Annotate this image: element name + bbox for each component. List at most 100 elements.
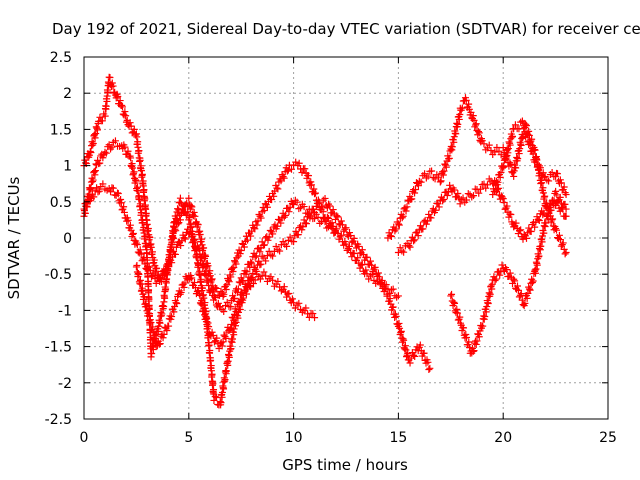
data-point xyxy=(511,277,519,285)
data-point xyxy=(510,223,518,231)
data-point xyxy=(230,316,238,324)
data-point xyxy=(417,178,425,186)
data-point xyxy=(355,242,363,250)
data-point xyxy=(407,196,415,204)
data-point xyxy=(243,268,251,276)
data-point xyxy=(397,327,405,335)
data-point xyxy=(302,220,310,228)
data-point xyxy=(562,212,570,220)
data-point xyxy=(342,224,350,232)
data-point xyxy=(260,207,268,215)
data-point xyxy=(285,208,293,216)
data-point xyxy=(137,167,145,175)
y-tick-label: -2.5 xyxy=(45,412,72,428)
data-point xyxy=(426,364,434,372)
data-point xyxy=(472,121,480,129)
data-point xyxy=(283,167,291,175)
data-point xyxy=(321,194,329,202)
data-point xyxy=(270,192,278,200)
data-point xyxy=(448,143,456,151)
data-point xyxy=(436,178,444,186)
data-point xyxy=(285,289,293,297)
data-point xyxy=(196,271,204,279)
data-point xyxy=(456,110,464,118)
data-point xyxy=(341,225,349,233)
data-point xyxy=(448,290,456,298)
data-point xyxy=(227,320,235,328)
data-point xyxy=(395,221,403,229)
y-tick-label: -2 xyxy=(58,376,72,392)
data-point xyxy=(211,393,219,401)
x-tick-label: 5 xyxy=(184,430,193,446)
data-point xyxy=(424,358,432,366)
data-point xyxy=(297,204,305,212)
data-point xyxy=(114,92,122,100)
data-point xyxy=(171,250,179,258)
data-point xyxy=(120,203,128,211)
data-point xyxy=(142,205,150,213)
data-point xyxy=(243,284,251,292)
data-point xyxy=(175,206,183,214)
data-point xyxy=(311,314,319,322)
data-point xyxy=(540,229,548,237)
data-point xyxy=(394,292,402,300)
data-point xyxy=(194,244,202,252)
data-point xyxy=(220,385,228,393)
data-point xyxy=(463,196,471,204)
data-point xyxy=(499,144,507,152)
data-point xyxy=(310,185,318,193)
data-point xyxy=(336,233,344,241)
data-point xyxy=(99,180,107,188)
data-point xyxy=(122,112,130,120)
data-point xyxy=(543,202,551,210)
data-point xyxy=(163,326,171,334)
data-point xyxy=(557,179,565,187)
data-point xyxy=(252,267,260,275)
data-point xyxy=(456,200,464,208)
data-point xyxy=(231,294,239,302)
data-point xyxy=(181,202,189,210)
y-axis-title: SDTVAR / TECUs xyxy=(5,176,23,299)
data-point xyxy=(333,225,341,233)
data-point xyxy=(140,229,148,237)
data-point xyxy=(207,356,215,364)
data-point xyxy=(506,159,514,167)
data-point xyxy=(387,233,395,241)
data-point xyxy=(225,278,233,286)
data-point xyxy=(552,225,560,233)
data-point xyxy=(542,203,550,211)
data-point xyxy=(168,259,176,267)
data-point xyxy=(162,285,170,293)
data-point xyxy=(513,282,521,290)
data-point xyxy=(120,111,128,119)
data-point xyxy=(101,112,109,120)
data-point xyxy=(392,225,400,233)
y-tick-label: 1 xyxy=(63,159,72,175)
data-point xyxy=(511,121,519,129)
data-point xyxy=(300,203,308,211)
data-point xyxy=(156,277,164,285)
data-point xyxy=(480,180,488,188)
data-point xyxy=(229,335,237,343)
data-point xyxy=(144,224,152,232)
data-point xyxy=(334,213,342,221)
data-point xyxy=(205,323,213,331)
data-point xyxy=(533,156,541,164)
data-point xyxy=(160,271,168,279)
data-point xyxy=(150,269,158,277)
data-point xyxy=(221,376,229,384)
data-point xyxy=(133,241,141,249)
data-point xyxy=(537,242,545,250)
data-point xyxy=(439,197,447,205)
data-point xyxy=(260,241,268,249)
data-marks xyxy=(80,73,570,409)
data-point xyxy=(93,126,101,134)
data-point xyxy=(247,275,255,283)
data-point xyxy=(425,366,433,374)
data-point xyxy=(92,130,100,138)
series-sat-g xyxy=(447,187,570,357)
data-point xyxy=(318,203,326,211)
data-point xyxy=(184,208,192,216)
data-point xyxy=(196,291,204,299)
data-point xyxy=(538,238,546,246)
